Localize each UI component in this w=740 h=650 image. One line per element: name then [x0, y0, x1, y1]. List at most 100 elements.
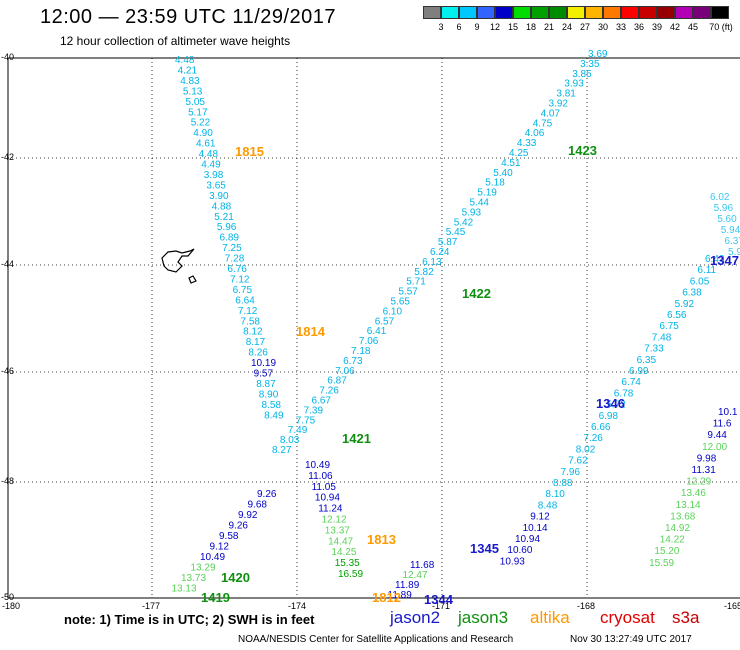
swh-value: 6.56 — [667, 310, 687, 321]
pass-time-label: 1815 — [235, 144, 264, 159]
swh-value: 13.46 — [681, 488, 706, 499]
legend-swatch — [693, 6, 711, 19]
legend-swatch — [495, 6, 513, 19]
swh-value: 7.62 — [568, 456, 588, 467]
swh-value: 8.58 — [262, 400, 282, 411]
satellite-jason3: jason3 — [458, 608, 509, 627]
swh-value: 9.58 — [219, 531, 239, 542]
swh-value: 3.65 — [206, 180, 226, 191]
swh-value: 4.25 — [509, 148, 529, 159]
legend-swatch — [459, 6, 477, 19]
swh-value: 5.72 — [606, 400, 626, 411]
swh-value: 6.37 — [724, 236, 740, 247]
swh-value: 5.21 — [214, 212, 234, 223]
pass-time-label: 1812 — [372, 590, 401, 605]
legend-swatch — [441, 6, 459, 19]
swh-value: 6.64 — [235, 295, 255, 306]
page-subtitle: 12 hour collection of altimeter wave hei… — [60, 34, 291, 48]
swh-value: 16.59 — [338, 569, 363, 580]
pass-time-label: 1813 — [367, 532, 396, 547]
swh-value: 6.38 — [682, 288, 702, 299]
pass-time-label: 1345 — [470, 541, 499, 556]
swh-value: 3.98 — [204, 170, 224, 181]
swh-value: 14.22 — [660, 535, 685, 546]
wave-height-tracks: 4.484.214.835.135.055.175.224.904.614.48… — [172, 49, 740, 601]
latitude-label: -46 — [1, 366, 15, 376]
swh-value: 3.81 — [556, 89, 576, 100]
swh-value: 6.99 — [629, 366, 649, 377]
legend-label: 30 — [597, 22, 609, 32]
swh-value: 9.98 — [697, 453, 717, 464]
swh-value: 5.93 — [462, 207, 482, 218]
legend-swatch — [513, 6, 531, 19]
legend-swatch — [675, 6, 693, 19]
swh-value: 5.17 — [188, 107, 208, 118]
swh-value: 7.49 — [288, 425, 308, 436]
swh-value: 6.78 — [614, 388, 634, 399]
swh-value: 4.33 — [517, 138, 537, 149]
swh-value: 10.93 — [500, 556, 525, 567]
footer-timestamp: Nov 30 13:27:49 UTC 2017 — [570, 634, 692, 645]
pass-time-label: 1346 — [596, 396, 625, 411]
swh-value: 4.21 — [178, 66, 198, 77]
latitude-label: -44 — [1, 259, 15, 269]
swh-value: 4.51 — [501, 158, 521, 169]
swh-value: 3.85 — [572, 69, 592, 80]
legend-swatch — [657, 6, 675, 19]
swh-value: 5.96 — [217, 222, 237, 233]
legend-label: 70 (ft) — [709, 22, 733, 32]
chatham-islands-coastline — [161, 248, 197, 284]
swh-value: 3.92 — [549, 99, 569, 110]
swh-value: 10.94 — [515, 534, 540, 545]
swh-value: 4.90 — [193, 128, 213, 139]
swh-value: 11.05 — [312, 482, 337, 493]
longitude-label: -168 — [577, 601, 596, 611]
longitude-label: -165 — [724, 601, 740, 611]
legend-label: 12 — [489, 22, 501, 32]
swh-value: 10.1 — [718, 407, 738, 418]
swh-value: 7.26 — [319, 386, 339, 397]
swh-value: 11.89 — [388, 590, 413, 601]
swh-value: 11.68 — [410, 560, 435, 571]
swh-value: 6.75 — [659, 321, 679, 332]
swh-value: 5.96 — [714, 203, 734, 214]
swh-value: 10.60 — [507, 545, 532, 556]
swh-value: 8.48 — [538, 500, 558, 511]
swh-value: 4.06 — [525, 128, 545, 139]
footer-note: note: 1) Time is in UTC; 2) SWH is in fe… — [64, 612, 315, 627]
swh-value: 5.18 — [485, 178, 505, 189]
swh-value: 12.47 — [403, 570, 428, 581]
swh-value: 13.37 — [325, 525, 350, 536]
swh-value: 9.68 — [248, 500, 268, 511]
pass-time-label: 1344 — [424, 592, 453, 607]
longitude-label: -180 — [2, 601, 21, 611]
swh-value: 13.14 — [676, 500, 701, 511]
swh-value: 10.19 — [251, 358, 276, 369]
legend-label: 24 — [561, 22, 573, 32]
swh-value: 15.59 — [649, 558, 674, 569]
swh-value: 5.57 — [398, 287, 418, 298]
swh-value: 10.94 — [315, 493, 340, 504]
swh-value: 6.13 — [422, 257, 442, 268]
swh-value: 5.13 — [183, 86, 203, 97]
swh-value: 13.13 — [172, 584, 197, 595]
swh-value: 5.60 — [717, 214, 737, 225]
satellite-s3a: s3a — [672, 608, 700, 627]
swh-value: 11.06 — [308, 471, 333, 482]
swh-value: 5.05 — [186, 97, 206, 108]
swh-value: 15.20 — [654, 546, 679, 557]
swh-value: 11.89 — [395, 580, 420, 591]
legend-label: 33 — [615, 22, 627, 32]
latitude-label: -40 — [1, 52, 15, 62]
swh-value: 3.35 — [580, 59, 600, 70]
swh-value: 7.06 — [359, 336, 379, 347]
legend-swatch — [423, 6, 441, 19]
swh-value: 12.29 — [686, 477, 711, 488]
swh-value: 4.49 — [201, 160, 221, 171]
swh-value: 7.33 — [644, 344, 664, 355]
swh-value: 6.67 — [312, 396, 332, 407]
swh-value: 8.03 — [280, 435, 300, 446]
swh-value: 12.12 — [322, 515, 347, 526]
footer-credit: NOAA/NESDIS Center for Satellite Applica… — [238, 634, 514, 645]
